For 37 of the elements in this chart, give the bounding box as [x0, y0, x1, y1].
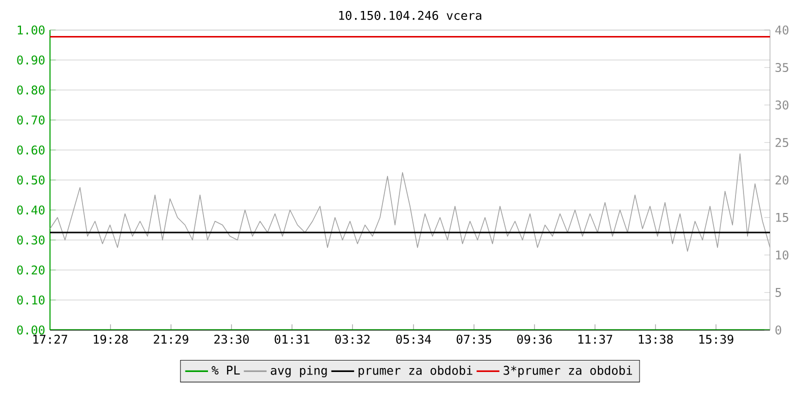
y-tick-label: 0.00 [17, 325, 45, 335]
legend-label: % PL [212, 366, 240, 375]
legend-label: prumer za obdobi [358, 366, 472, 378]
y-tick-label: 0.60 [17, 145, 45, 155]
x-tick-label: 07:35 [456, 334, 492, 344]
y2-tick-label: 10 [776, 250, 788, 260]
x-tick-label: 09:36 [517, 334, 552, 344]
x-tick-label: 21:29 [154, 334, 188, 344]
y2-tick-label: 30 [776, 100, 788, 110]
y2-tick-label: 40 [775, 25, 788, 35]
y-tick-label: 0.80 [17, 85, 45, 95]
y2-tick-label: 20 [776, 175, 788, 185]
x-tick-label: 17:27 [33, 334, 68, 344]
y-tick-label: 0.40 [17, 205, 45, 215]
x-tick-label: 01:31 [274, 334, 310, 344]
y-tick-label: 0.30 [17, 235, 45, 245]
legend-label: 3*prumer za obdobi [504, 366, 632, 378]
x-tick-label: 05:34 [396, 334, 431, 344]
chart-title: 10.150.104.246 vcera [339, 10, 482, 20]
x-tick-label: 19:28 [94, 334, 128, 344]
y-tick-label: 0.10 [17, 295, 45, 305]
y2-tick-label: 35 [776, 62, 788, 72]
y2-tick-label: 0 [775, 325, 782, 335]
x-tick-label: 13:38 [638, 334, 673, 344]
y-tick-label: 0.70 [17, 115, 45, 125]
y2-tick-label: 5 [776, 288, 781, 297]
y-tick-label: 0.90 [17, 55, 45, 65]
y2-tick-label: 15 [776, 213, 788, 222]
y-tick-label: 0.20 [17, 265, 45, 275]
legend-label: avg ping [270, 366, 327, 378]
x-tick-label: 11:37 [578, 334, 612, 344]
y-tick-label: 0.50 [17, 175, 45, 185]
x-tick-label: 03:32 [335, 334, 370, 344]
y2-tick-label: 25 [776, 138, 788, 148]
y-tick-label: 1.00 [18, 25, 45, 35]
x-tick-label: 23:30 [214, 334, 249, 344]
x-tick-label: 15:39 [699, 334, 734, 344]
